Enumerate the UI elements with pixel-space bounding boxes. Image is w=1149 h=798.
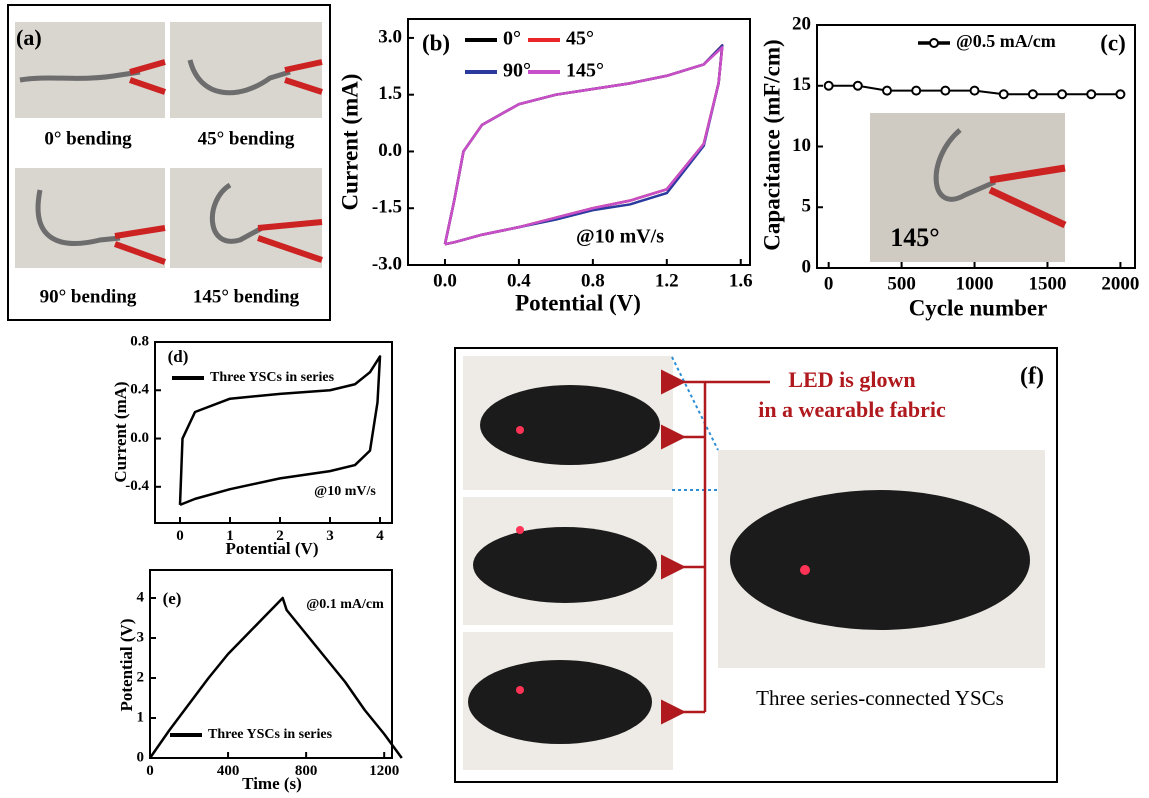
y-tick-label: 10: [792, 135, 811, 156]
figure: (a) 0° bending 45° bending 90° bending 1…: [0, 0, 1149, 798]
caption: 145° bending: [193, 286, 300, 307]
y-tick-label: -1.5: [372, 197, 402, 218]
point: [854, 82, 862, 90]
point: [1029, 90, 1037, 98]
panel-label: (b): [422, 30, 450, 55]
y-tick-label: -3.0: [372, 253, 402, 274]
annotation: @0.1 mA/cm: [306, 597, 384, 612]
panel-label: (d): [168, 347, 189, 366]
x-tick-label: 400: [217, 763, 240, 779]
caption: 90° bending: [40, 286, 137, 307]
y-tick-label: 1: [137, 709, 145, 725]
legend-marker: [930, 39, 938, 47]
x-tick-label: 0.8: [581, 270, 605, 291]
legend-label: 145°: [566, 60, 604, 82]
y-tick-label: 4: [137, 589, 145, 605]
legend-label: @0.5 mA/cm: [956, 31, 1056, 51]
x-axis-label: Potential (V): [515, 290, 641, 315]
annotation: @10 mV/s: [576, 226, 664, 248]
y-tick-label: 0.4: [130, 382, 149, 398]
panel-label: (e): [163, 589, 182, 608]
panel-label: (a): [16, 25, 42, 50]
legend-label: 0°: [503, 28, 521, 50]
guide-line: [672, 357, 718, 490]
y-tick-label: 20: [792, 13, 811, 34]
x-tick-label: 0: [176, 528, 184, 544]
panel-a: (a) 0° bending 45° bending 90° bending 1…: [8, 5, 330, 320]
glove: [730, 490, 1030, 630]
annotation: 145°: [890, 223, 939, 252]
x-tick-label: 500: [887, 273, 916, 294]
x-tick-label: 1.2: [655, 270, 679, 291]
y-tick-label: 0: [802, 256, 812, 277]
x-axis-label: Potential (V): [225, 539, 318, 558]
y-tick-label: 5: [802, 196, 812, 217]
x-tick-label: 0: [824, 273, 834, 294]
x-axis-label: Time (s): [242, 774, 302, 793]
led: [800, 565, 810, 575]
y-tick-label: 1.5: [378, 83, 402, 104]
x-tick-label: 4: [376, 528, 384, 544]
x-tick-label: 0.4: [507, 270, 531, 291]
point: [971, 87, 979, 95]
y-tick-label: 0.8: [130, 333, 149, 349]
point: [883, 87, 891, 95]
callout: in a wearable fabric: [758, 397, 946, 422]
x-axis-label: Cycle number: [909, 295, 1048, 320]
point: [1116, 90, 1124, 98]
point: [1058, 90, 1066, 98]
callout: LED is glown: [788, 367, 915, 392]
x-tick-label: 1.6: [729, 270, 753, 291]
legend-label: 90°: [503, 60, 531, 82]
y-tick-label: 2: [137, 669, 145, 685]
y-tick-label: 15: [792, 74, 811, 95]
caption: 45° bending: [198, 128, 295, 149]
x-tick-label: 1000: [956, 273, 994, 294]
caption: Three series-connected YSCs: [756, 686, 1004, 710]
legend-label: Three YSCs in series: [208, 727, 333, 742]
y-tick-label: 0: [137, 749, 145, 765]
led: [516, 526, 524, 534]
y-axis-label: Capacitance (mF/cm): [759, 39, 784, 250]
glove: [468, 660, 652, 744]
legend-label: 45°: [566, 28, 594, 50]
point: [825, 82, 833, 90]
panel-label: (f): [1020, 364, 1044, 390]
y-tick-label: 3: [137, 629, 145, 645]
point: [912, 87, 920, 95]
legend-label: Three YSCs in series: [210, 370, 335, 385]
x-tick-label: 1200: [369, 763, 399, 779]
panel-label: (c): [1100, 30, 1126, 55]
led: [516, 686, 524, 694]
y-axis-label: Potential (V): [117, 618, 136, 711]
x-tick-label: 1500: [1028, 273, 1066, 294]
led: [516, 426, 524, 434]
point: [1000, 90, 1008, 98]
point: [1087, 90, 1095, 98]
y-axis-label: Current (mA): [111, 381, 130, 482]
glove: [480, 385, 660, 465]
y-tick-label: 3.0: [378, 26, 402, 47]
y-tick-label: 0.0: [130, 430, 149, 446]
x-tick-label: 0.0: [433, 270, 457, 291]
y-tick-label: 0.0: [378, 140, 402, 161]
x-tick-label: 2000: [1101, 273, 1139, 294]
panel-f: LED is glown in a wearable fabric (f) Th…: [455, 348, 1057, 782]
y-axis-label: Current (mA): [337, 74, 362, 211]
annotation: @10 mV/s: [314, 484, 376, 499]
x-tick-label: 0: [146, 763, 154, 779]
point: [941, 87, 949, 95]
x-tick-label: 3: [326, 528, 334, 544]
glove: [473, 527, 657, 603]
caption: 0° bending: [44, 128, 132, 149]
